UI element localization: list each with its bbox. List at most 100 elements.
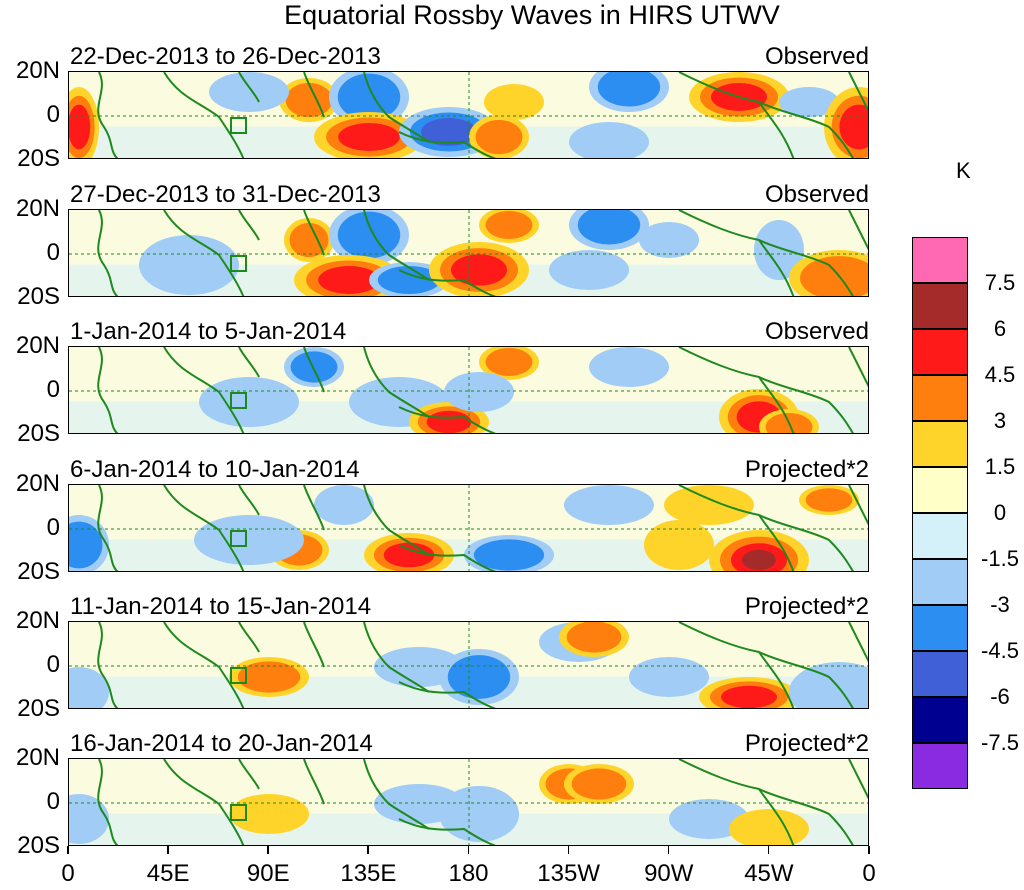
panel-type-label: Observed — [764, 43, 869, 70]
positive-anomaly-contour — [338, 123, 400, 151]
coastline — [363, 485, 430, 556]
x-tick-label: 45E — [146, 860, 190, 887]
anomaly-map — [69, 210, 868, 296]
anomaly-map — [69, 485, 868, 571]
x-tick-label: 90W — [644, 860, 694, 887]
coastline — [678, 347, 854, 433]
map-panel — [68, 484, 869, 572]
y-tick-label: 20S — [17, 832, 60, 859]
coastline — [398, 681, 497, 708]
coastline — [398, 131, 497, 158]
positive-anomaly-contour — [742, 549, 776, 571]
colorbar-swatch — [912, 467, 968, 513]
coastline — [303, 210, 325, 256]
coastline — [678, 210, 854, 296]
y-tick-label: 20N — [15, 57, 60, 84]
positive-anomaly-contour — [644, 520, 714, 570]
positive-anomaly-contour — [805, 488, 853, 512]
positive-anomaly-contour — [839, 104, 868, 150]
reference-box — [230, 530, 247, 547]
colorbar-swatch — [912, 559, 968, 605]
x-tick-mark — [667, 846, 670, 854]
colorbar-swatch — [912, 329, 968, 375]
positive-anomaly-contour — [475, 119, 523, 155]
panel-date-label: 11-Jan-2014 to 15-Jan-2014 — [70, 593, 372, 620]
y-tick-label: 20N — [15, 470, 60, 497]
positive-anomaly-contour — [721, 685, 777, 708]
negative-anomaly-contour — [589, 347, 669, 387]
colorbar-label: -1.5 — [981, 546, 1019, 571]
coastline — [97, 347, 119, 433]
y-tick-label: 20S — [17, 695, 60, 722]
coastline — [238, 210, 260, 241]
negative-anomaly-contour — [337, 73, 401, 121]
negative-anomaly-contour — [754, 220, 804, 280]
positive-anomaly-contour — [229, 794, 309, 834]
positive-anomaly-contour — [383, 542, 435, 568]
coastline — [97, 72, 119, 158]
map-panel — [68, 71, 869, 159]
x-tick-label: 45W — [744, 860, 794, 887]
positive-anomaly-contour — [485, 347, 533, 377]
panel-type-label: Projected*2 — [744, 730, 869, 757]
y-tick-label: 20N — [15, 607, 60, 634]
negative-anomaly-contour — [629, 657, 709, 697]
panel-type-label: Observed — [764, 181, 869, 208]
coastline — [398, 818, 497, 845]
colorbar-swatch — [912, 237, 968, 283]
y-tick-label: 20N — [15, 744, 60, 771]
panel-date-label: 22-Dec-2013 to 26-Dec-2013 — [70, 43, 381, 70]
y-tick-label: 0 — [46, 788, 60, 815]
negative-anomaly-contour — [639, 222, 699, 258]
coastline — [398, 269, 497, 296]
y-tick-label: 0 — [46, 101, 60, 128]
coastline — [303, 759, 325, 805]
positive-anomaly-contour — [451, 254, 507, 286]
coastline — [848, 485, 868, 526]
x-tick-label: 180 — [448, 860, 489, 887]
negative-anomaly-contour — [199, 377, 299, 427]
negative-anomaly-contour — [69, 521, 103, 569]
positive-anomaly-contour — [571, 768, 627, 800]
negative-anomaly-contour — [789, 662, 868, 708]
panel-date-label: 6-Jan-2014 to 10-Jan-2014 — [70, 456, 360, 483]
panel-date-label: 27-Dec-2013 to 31-Dec-2013 — [70, 181, 381, 208]
coastline — [758, 376, 795, 433]
y-tick-label: 0 — [46, 651, 60, 678]
coastline — [238, 622, 260, 653]
coastline — [238, 759, 260, 790]
coastline — [848, 72, 868, 113]
y-tick-label: 0 — [46, 514, 60, 541]
coastline — [238, 72, 260, 103]
negative-anomaly-contour — [209, 72, 289, 112]
coastline — [848, 759, 868, 800]
x-tick-label: 0 — [862, 860, 876, 887]
negative-anomaly-contour — [314, 485, 374, 525]
coastline — [678, 622, 854, 708]
coastline — [163, 622, 245, 708]
coastline — [303, 72, 325, 118]
colorbar-swatch — [912, 513, 968, 559]
y-tick-label: 20S — [17, 145, 60, 172]
coastline — [363, 759, 430, 830]
colorbar-swatch — [912, 651, 968, 697]
x-tick-mark — [767, 846, 770, 854]
negative-anomaly-contour — [290, 351, 338, 383]
positive-anomaly-contour — [285, 82, 333, 118]
negative-anomaly-contour — [447, 655, 511, 699]
coastline — [303, 485, 325, 531]
x-tick-label: 135E — [340, 860, 397, 887]
colorbar-swatch — [912, 697, 968, 743]
positive-anomaly-contour — [566, 622, 622, 653]
coastline — [303, 622, 325, 668]
y-tick-label: 20S — [17, 558, 60, 585]
anomaly-map — [69, 759, 868, 845]
negative-anomaly-contour — [473, 539, 545, 571]
coastline — [97, 485, 119, 571]
colorbar-label: 4.5 — [984, 362, 1016, 387]
colorbar-swatch — [912, 375, 968, 421]
colorbar-swatch — [912, 283, 968, 329]
coastline — [163, 347, 245, 433]
map-panel — [68, 346, 869, 434]
anomaly-map — [69, 622, 868, 708]
